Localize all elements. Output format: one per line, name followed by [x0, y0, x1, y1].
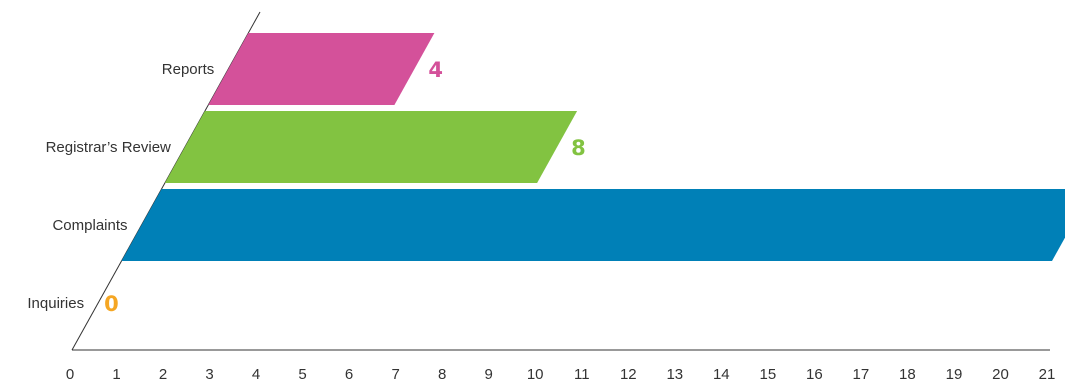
x-tick-label: 0: [66, 366, 74, 383]
category-label: Reports: [162, 61, 215, 78]
bar-reports: [208, 33, 435, 105]
x-tick-label: 15: [760, 366, 777, 383]
x-tick-label: 14: [713, 366, 730, 383]
x-tick-label: 6: [345, 366, 353, 383]
x-tick-label: 5: [298, 366, 306, 383]
bars: [121, 33, 1065, 261]
x-tick-label: 9: [485, 366, 493, 383]
x-tick-label: 12: [620, 366, 637, 383]
x-tick-label: 19: [946, 366, 963, 383]
x-tick-label: 10: [527, 366, 544, 383]
bar-registrar-s-review: [164, 111, 578, 183]
bar-complaints: [121, 189, 1065, 261]
x-tick-label: 18: [899, 366, 916, 383]
x-tick-label: 20: [992, 366, 1009, 383]
x-tick-label: 4: [252, 366, 260, 383]
slanted-y-axis: [71, 11, 261, 351]
x-tick-label: 2: [159, 366, 167, 383]
category-label: Complaints: [52, 217, 127, 234]
value-label: 0: [104, 292, 119, 316]
value-labels: 48200: [104, 58, 586, 316]
value-label: 8: [571, 136, 586, 160]
x-tick-label: 21: [1039, 366, 1056, 383]
value-label: 4: [428, 58, 443, 82]
x-tick-label: 11: [574, 366, 590, 383]
x-tick-label: 7: [392, 366, 400, 383]
x-tick-label: 13: [666, 366, 683, 383]
x-tick-label: 17: [853, 366, 870, 383]
x-tick-label: 1: [112, 366, 120, 383]
x-tick-labels: 0 1 2 3 4 5 6 7 8 9 10 11 12 13 14 15 16 17 18 19 20 21: [66, 366, 1056, 383]
category-labels: Reports Registrar’s Review Complaints Inqui…: [27, 61, 214, 312]
category-label: Inquiries: [27, 295, 84, 312]
category-label: Registrar’s Review: [46, 139, 171, 156]
x-tick-label: 16: [806, 366, 823, 383]
x-tick-label: 3: [205, 366, 213, 383]
x-tick-label: 8: [438, 366, 446, 383]
